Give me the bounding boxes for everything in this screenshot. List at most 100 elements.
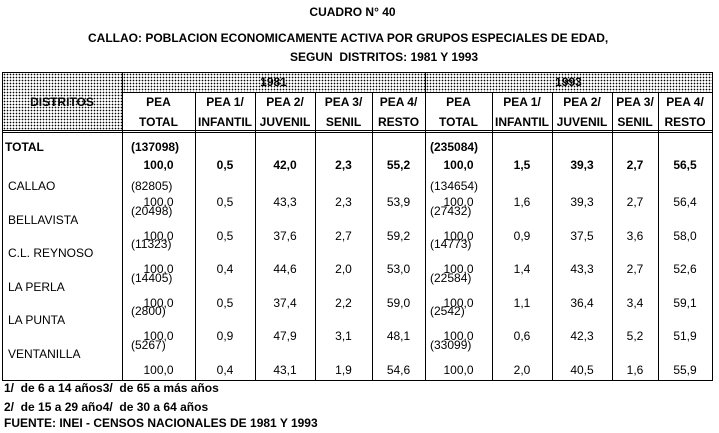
cell-value: 37,4 xyxy=(273,295,297,310)
cell-count: (33099) xyxy=(430,338,472,352)
cell-value: 1,5 xyxy=(513,158,531,172)
cell-value: 43,3 xyxy=(570,262,594,277)
column-header: RESTO xyxy=(377,115,420,129)
cell-value: 2,0 xyxy=(513,363,531,377)
column-header: PEA 1/ xyxy=(206,95,244,109)
rule xyxy=(2,132,713,133)
cell-value: 2,7 xyxy=(335,228,352,243)
cell-value: 0,5 xyxy=(216,295,234,310)
cell-value: 100,0 xyxy=(143,363,174,377)
row-label: BELLAVISTA xyxy=(8,212,79,227)
column-header: SENIL xyxy=(325,115,362,129)
cell-value: 39,3 xyxy=(570,158,594,172)
year-header: 1993 xyxy=(555,75,582,89)
border xyxy=(712,72,713,381)
cell-count: (5267) xyxy=(131,338,166,352)
column-header: PEA xyxy=(446,95,471,109)
border xyxy=(2,72,713,73)
cell-value: 37,5 xyxy=(570,228,594,243)
cell-value: 56,5 xyxy=(673,158,697,172)
cell-value: 43,1 xyxy=(273,363,297,377)
cell-value: 42,0 xyxy=(273,158,297,172)
cell-value: 1,1 xyxy=(513,295,531,310)
cell-value: 0,5 xyxy=(216,228,234,243)
subtitle: SEGUN DISTRITOS: 1981 Y 1993 xyxy=(290,50,479,64)
cell-value: 100,0 xyxy=(443,195,474,209)
header-shade xyxy=(3,73,122,130)
cell-count: (20498) xyxy=(131,203,173,218)
cell-value: 43,3 xyxy=(273,195,297,209)
row-label: CALLAO xyxy=(8,179,56,193)
column-header: PEA 2/ xyxy=(266,95,304,109)
rule xyxy=(425,72,426,380)
cell-count: (134654) xyxy=(430,179,479,193)
cell-value: 1,9 xyxy=(335,363,352,377)
border xyxy=(2,380,713,381)
column-header: JUVENIL xyxy=(556,115,608,129)
column-header: INFANTIL xyxy=(495,115,549,129)
cell-value: 3,6 xyxy=(626,228,644,243)
cell-value: 1,6 xyxy=(513,195,531,209)
cell-value: 3,1 xyxy=(335,329,352,344)
footnote: 2/ de 15 a 29 año4/ de 30 a 64 años xyxy=(4,400,209,414)
rule xyxy=(122,92,712,93)
cell-value: 2,7 xyxy=(626,262,644,277)
column-header: PEA 3/ xyxy=(616,95,654,109)
column-header: TOTAL xyxy=(139,115,178,129)
cell-count: (11323) xyxy=(131,237,172,252)
cell-value: 40,5 xyxy=(570,363,594,377)
cell-value: 59,0 xyxy=(386,295,411,310)
cell-value: 51,9 xyxy=(673,329,697,344)
cell-count: (82805) xyxy=(131,179,173,193)
cell-value: 100,0 xyxy=(143,195,174,209)
row-label: TOTAL xyxy=(5,140,44,154)
cell-value: 100,0 xyxy=(143,329,174,344)
rule xyxy=(658,92,659,380)
cell-value: 100,0 xyxy=(443,363,474,377)
column-header: RESTO xyxy=(664,115,706,129)
cell-value: 58,0 xyxy=(673,228,697,243)
cell-value: 3,4 xyxy=(626,295,644,310)
cell-value: 0,4 xyxy=(216,262,234,277)
cell-count: (235084) xyxy=(430,140,479,154)
cell-value: 2,7 xyxy=(626,158,644,172)
rule xyxy=(372,92,373,380)
rule xyxy=(122,72,123,380)
subtitle: CALLAO: POBLACION ECONOMICAMENTE ACTIVA … xyxy=(88,31,609,45)
rule xyxy=(255,92,256,380)
cell-value: 56,4 xyxy=(673,195,697,209)
cell-value: 0,5 xyxy=(216,195,234,209)
cell-value: 100,0 xyxy=(443,329,474,344)
column-header: PEA 1/ xyxy=(503,95,541,109)
cell-count: (14405) xyxy=(131,270,173,285)
row-label: VENTANILLA xyxy=(8,347,81,361)
cell-value: 59,2 xyxy=(386,228,411,243)
cell-value: 2,0 xyxy=(335,262,352,277)
cell-value: 47,9 xyxy=(273,329,297,344)
cell-value: 2,3 xyxy=(335,158,352,172)
title: CUADRO N° 40 xyxy=(309,5,396,19)
cell-value: 1,4 xyxy=(513,262,531,277)
rule xyxy=(315,92,316,380)
cell-value: 55,2 xyxy=(386,158,411,172)
cell-value: 37,6 xyxy=(273,228,297,243)
cell-value: 100,0 xyxy=(443,262,474,277)
cell-value: 100,0 xyxy=(143,228,174,243)
cell-value: 100,0 xyxy=(443,295,474,310)
column-header: PEA 3/ xyxy=(324,95,363,109)
cell-value: 36,4 xyxy=(570,295,594,310)
cell-value: 48,1 xyxy=(386,329,411,344)
header-shade xyxy=(123,73,712,92)
column-header: PEA 2/ xyxy=(563,95,601,109)
cell-value: 100,0 xyxy=(143,295,174,310)
rule xyxy=(195,92,196,380)
cell-value: 39,3 xyxy=(570,195,594,209)
border xyxy=(2,72,3,381)
rule xyxy=(492,92,493,380)
cell-count: (22584) xyxy=(430,270,472,285)
row-label: LA PUNTA xyxy=(8,313,66,328)
rule xyxy=(2,130,713,131)
year-header: 1981 xyxy=(260,75,287,89)
cell-value: 100,0 xyxy=(143,158,174,172)
column-header: PEA 4/ xyxy=(666,95,704,109)
